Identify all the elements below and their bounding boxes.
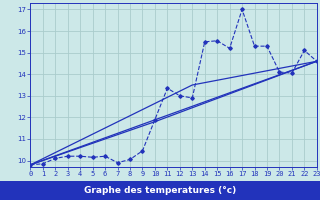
Text: Graphe des temperatures (°c): Graphe des temperatures (°c): [84, 186, 236, 195]
